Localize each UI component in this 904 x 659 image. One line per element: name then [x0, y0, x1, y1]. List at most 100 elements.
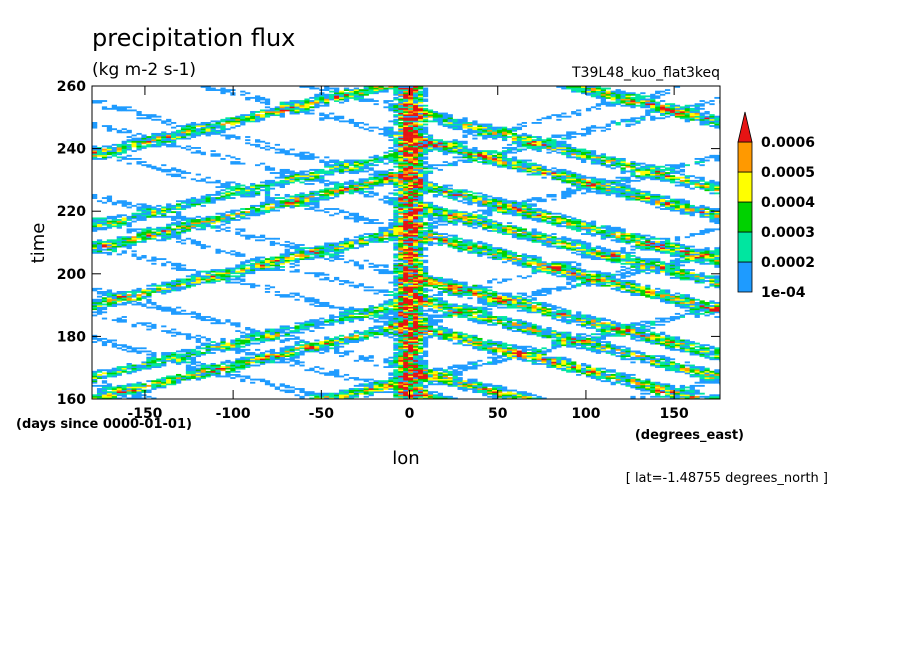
field-cell — [304, 255, 310, 257]
field-cell — [664, 359, 671, 362]
field-cell — [497, 253, 503, 256]
field-cell — [408, 336, 414, 339]
field-cell — [640, 331, 646, 334]
field-cell — [467, 363, 473, 365]
field-cell — [348, 309, 355, 312]
field-cell — [714, 258, 720, 261]
field-cell — [161, 291, 167, 293]
field-cell — [477, 341, 483, 343]
field-cell — [314, 248, 320, 251]
field-cell — [447, 303, 453, 306]
field-cell — [635, 256, 641, 259]
field-cell — [630, 255, 636, 257]
field-cell — [660, 389, 666, 392]
field-cell — [674, 265, 681, 268]
field-cell — [309, 392, 315, 395]
field-cell — [635, 265, 641, 268]
field-cell — [650, 355, 656, 358]
field-cell — [595, 339, 602, 342]
field-cell — [279, 384, 285, 387]
field-cell — [585, 247, 592, 250]
field-cell — [699, 258, 705, 261]
field-cell — [146, 325, 152, 328]
field-cell — [398, 311, 404, 314]
field-cell — [294, 255, 300, 257]
field-cell — [640, 384, 646, 387]
field-cell — [709, 370, 715, 373]
field-cell — [472, 287, 478, 290]
field-cell — [655, 272, 661, 275]
field-cell — [398, 297, 404, 300]
field-cell — [541, 289, 547, 292]
field-cell — [650, 336, 656, 339]
field-cell — [650, 383, 656, 386]
field-cell — [403, 255, 409, 257]
field-cell — [373, 336, 379, 339]
field-cell — [497, 384, 503, 387]
field-cell — [215, 347, 221, 350]
field-cell — [329, 255, 335, 257]
field-cell — [610, 330, 616, 332]
field-cell — [472, 341, 478, 343]
field-cell — [274, 291, 280, 293]
field-cell — [314, 322, 320, 325]
field-cell — [432, 373, 439, 376]
field-cell — [422, 364, 429, 367]
field-cell — [521, 358, 527, 361]
field-cell — [645, 325, 651, 328]
field-cell — [235, 339, 241, 342]
field-cell — [294, 355, 300, 358]
field-cell — [116, 294, 122, 296]
field-cell — [467, 339, 473, 342]
field-cell — [111, 370, 117, 373]
field-cell — [566, 275, 572, 278]
field-cell — [353, 384, 360, 387]
field-cell — [418, 312, 424, 315]
field-cell — [309, 367, 315, 370]
field-cell — [536, 289, 542, 292]
field-cell — [590, 333, 597, 336]
field-cell — [674, 397, 681, 400]
field-cell — [116, 292, 122, 295]
field-cell — [250, 269, 256, 271]
field-cell — [156, 308, 162, 311]
field-cell — [309, 303, 315, 306]
field-cell — [388, 386, 394, 389]
field-cell — [418, 248, 424, 251]
field-cell — [541, 397, 547, 400]
field-cell — [704, 350, 710, 353]
field-cell — [571, 267, 577, 270]
field-cell — [180, 355, 187, 358]
field-cell — [650, 386, 656, 389]
field-cell — [353, 331, 360, 334]
field-cell — [166, 359, 172, 362]
field-cell — [561, 314, 567, 317]
field-cell — [600, 325, 606, 328]
field-cell — [363, 386, 369, 389]
field-cell — [694, 375, 700, 378]
field-cell — [501, 392, 508, 395]
field-cell — [398, 322, 404, 325]
field-cell — [136, 322, 142, 325]
field-cell — [284, 325, 290, 328]
field-cell — [398, 255, 404, 257]
field-cell — [487, 292, 493, 295]
field-cell — [447, 372, 453, 375]
field-cell — [580, 283, 587, 286]
field-cell — [640, 259, 646, 262]
field-cell — [398, 327, 404, 329]
field-cell — [605, 248, 611, 251]
field-cell — [230, 278, 236, 281]
field-cell — [610, 373, 616, 376]
field-cell — [615, 348, 621, 351]
field-cell — [398, 284, 404, 287]
field-cell — [200, 276, 206, 279]
field-cell — [92, 337, 98, 340]
field-cell — [210, 369, 216, 372]
field-cell — [383, 317, 389, 320]
field-cell — [625, 375, 631, 378]
field-cell — [141, 383, 147, 386]
field-cell — [121, 345, 127, 348]
field-cell — [329, 256, 335, 259]
field-cell — [408, 370, 414, 373]
